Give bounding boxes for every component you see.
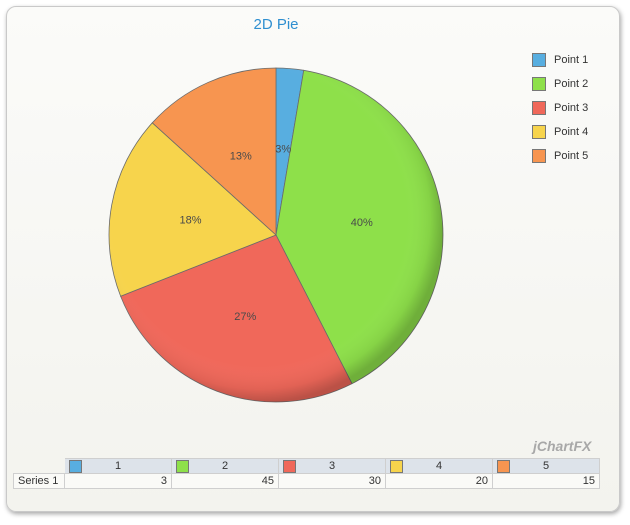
slice-label-5: 13% [230,151,252,163]
table-header-swatch [390,460,403,473]
table-cell: 20 [385,473,493,489]
table-header-row: 1 2 3 4 5 [13,458,600,474]
table-row-label: Series 1 [13,473,65,489]
table-header-cell: 4 [385,458,493,474]
legend-item-point-1[interactable]: Point 1 [532,48,588,72]
data-table: 1 2 3 4 5 Series 1 3 45 30 20 15 [13,458,600,489]
table-header-swatch [176,460,189,473]
table-cell: 3 [64,473,172,489]
legend-item-point-2[interactable]: Point 2 [532,72,588,96]
table-header-cell: 1 [64,458,172,474]
slice-label-4: 18% [180,214,202,226]
table-cell: 45 [171,473,279,489]
slice-label-2: 40% [351,217,373,229]
legend-swatch [532,149,546,163]
legend-label: Point 2 [554,78,589,90]
legend-item-point-5[interactable]: Point 5 [532,144,588,168]
legend-label: Point 3 [554,102,589,114]
legend-label: Point 5 [554,150,589,162]
table-cell: 30 [278,473,386,489]
jchartfx-logo: jChartFX [533,438,592,454]
chart-title: 2D Pie [253,16,299,33]
legend-swatch [532,53,546,67]
legend: Point 1 Point 2 Point 3 Point 4 Point 5 [532,48,588,168]
slice-label-1: 3% [275,143,291,155]
table-header-cell: 2 [171,458,279,474]
legend-swatch [532,77,546,91]
table-header-swatch [497,460,510,473]
legend-swatch [532,101,546,115]
table-header-cell: 5 [492,458,600,474]
legend-item-point-4[interactable]: Point 4 [532,120,588,144]
table-header-cell: 3 [278,458,386,474]
table-cell: 15 [492,473,600,489]
legend-label: Point 4 [554,126,589,138]
table-header-swatch [283,460,296,473]
slice-label-3: 27% [234,311,256,323]
legend-item-point-3[interactable]: Point 3 [532,96,588,120]
table-row: Series 1 3 45 30 20 15 [13,473,600,489]
table-header-swatch [69,460,82,473]
legend-label: Point 1 [554,54,589,66]
legend-swatch [532,125,546,139]
table-corner-cell [13,458,65,474]
